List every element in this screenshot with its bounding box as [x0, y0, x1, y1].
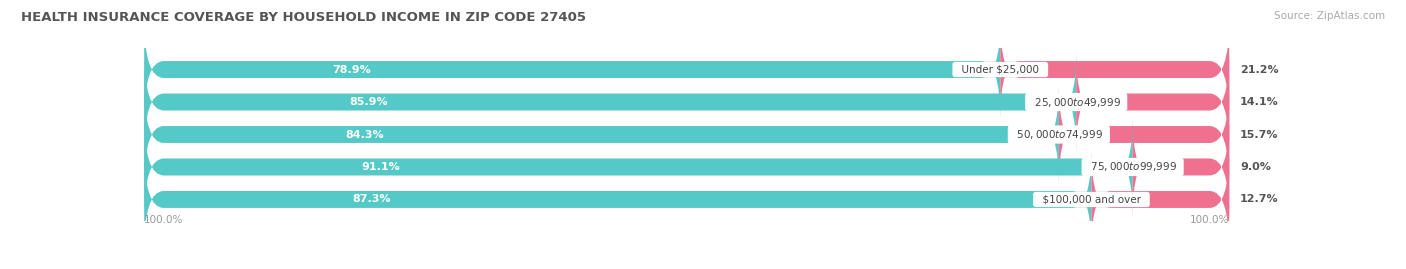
- FancyBboxPatch shape: [145, 84, 1229, 185]
- Text: 14.1%: 14.1%: [1240, 97, 1279, 107]
- FancyBboxPatch shape: [145, 52, 1229, 152]
- Text: 12.7%: 12.7%: [1240, 194, 1278, 204]
- Text: $50,000 to $74,999: $50,000 to $74,999: [1011, 128, 1108, 141]
- Text: 100.0%: 100.0%: [145, 215, 184, 225]
- FancyBboxPatch shape: [1059, 84, 1229, 185]
- FancyBboxPatch shape: [145, 117, 1133, 217]
- FancyBboxPatch shape: [1000, 20, 1229, 119]
- Text: HEALTH INSURANCE COVERAGE BY HOUSEHOLD INCOME IN ZIP CODE 27405: HEALTH INSURANCE COVERAGE BY HOUSEHOLD I…: [21, 11, 586, 24]
- Text: 84.3%: 84.3%: [346, 129, 384, 140]
- FancyBboxPatch shape: [1076, 52, 1229, 152]
- FancyBboxPatch shape: [1091, 150, 1229, 249]
- Text: 85.9%: 85.9%: [349, 97, 388, 107]
- Text: $100,000 and over: $100,000 and over: [1036, 194, 1147, 204]
- FancyBboxPatch shape: [145, 117, 1229, 217]
- Text: 21.2%: 21.2%: [1240, 65, 1278, 75]
- Text: 78.9%: 78.9%: [333, 65, 371, 75]
- FancyBboxPatch shape: [145, 52, 1076, 152]
- Text: 100.0%: 100.0%: [1189, 215, 1229, 225]
- FancyBboxPatch shape: [145, 150, 1229, 249]
- FancyBboxPatch shape: [145, 84, 1059, 185]
- Text: 9.0%: 9.0%: [1240, 162, 1271, 172]
- Text: 15.7%: 15.7%: [1240, 129, 1278, 140]
- Text: $75,000 to $99,999: $75,000 to $99,999: [1084, 161, 1181, 174]
- FancyBboxPatch shape: [145, 150, 1091, 249]
- FancyBboxPatch shape: [1133, 117, 1229, 217]
- Text: $25,000 to $49,999: $25,000 to $49,999: [1028, 95, 1125, 108]
- Text: Under $25,000: Under $25,000: [955, 65, 1046, 75]
- FancyBboxPatch shape: [145, 20, 1000, 119]
- Text: 91.1%: 91.1%: [361, 162, 401, 172]
- Text: 87.3%: 87.3%: [353, 194, 391, 204]
- FancyBboxPatch shape: [145, 20, 1229, 119]
- Text: Source: ZipAtlas.com: Source: ZipAtlas.com: [1274, 11, 1385, 21]
